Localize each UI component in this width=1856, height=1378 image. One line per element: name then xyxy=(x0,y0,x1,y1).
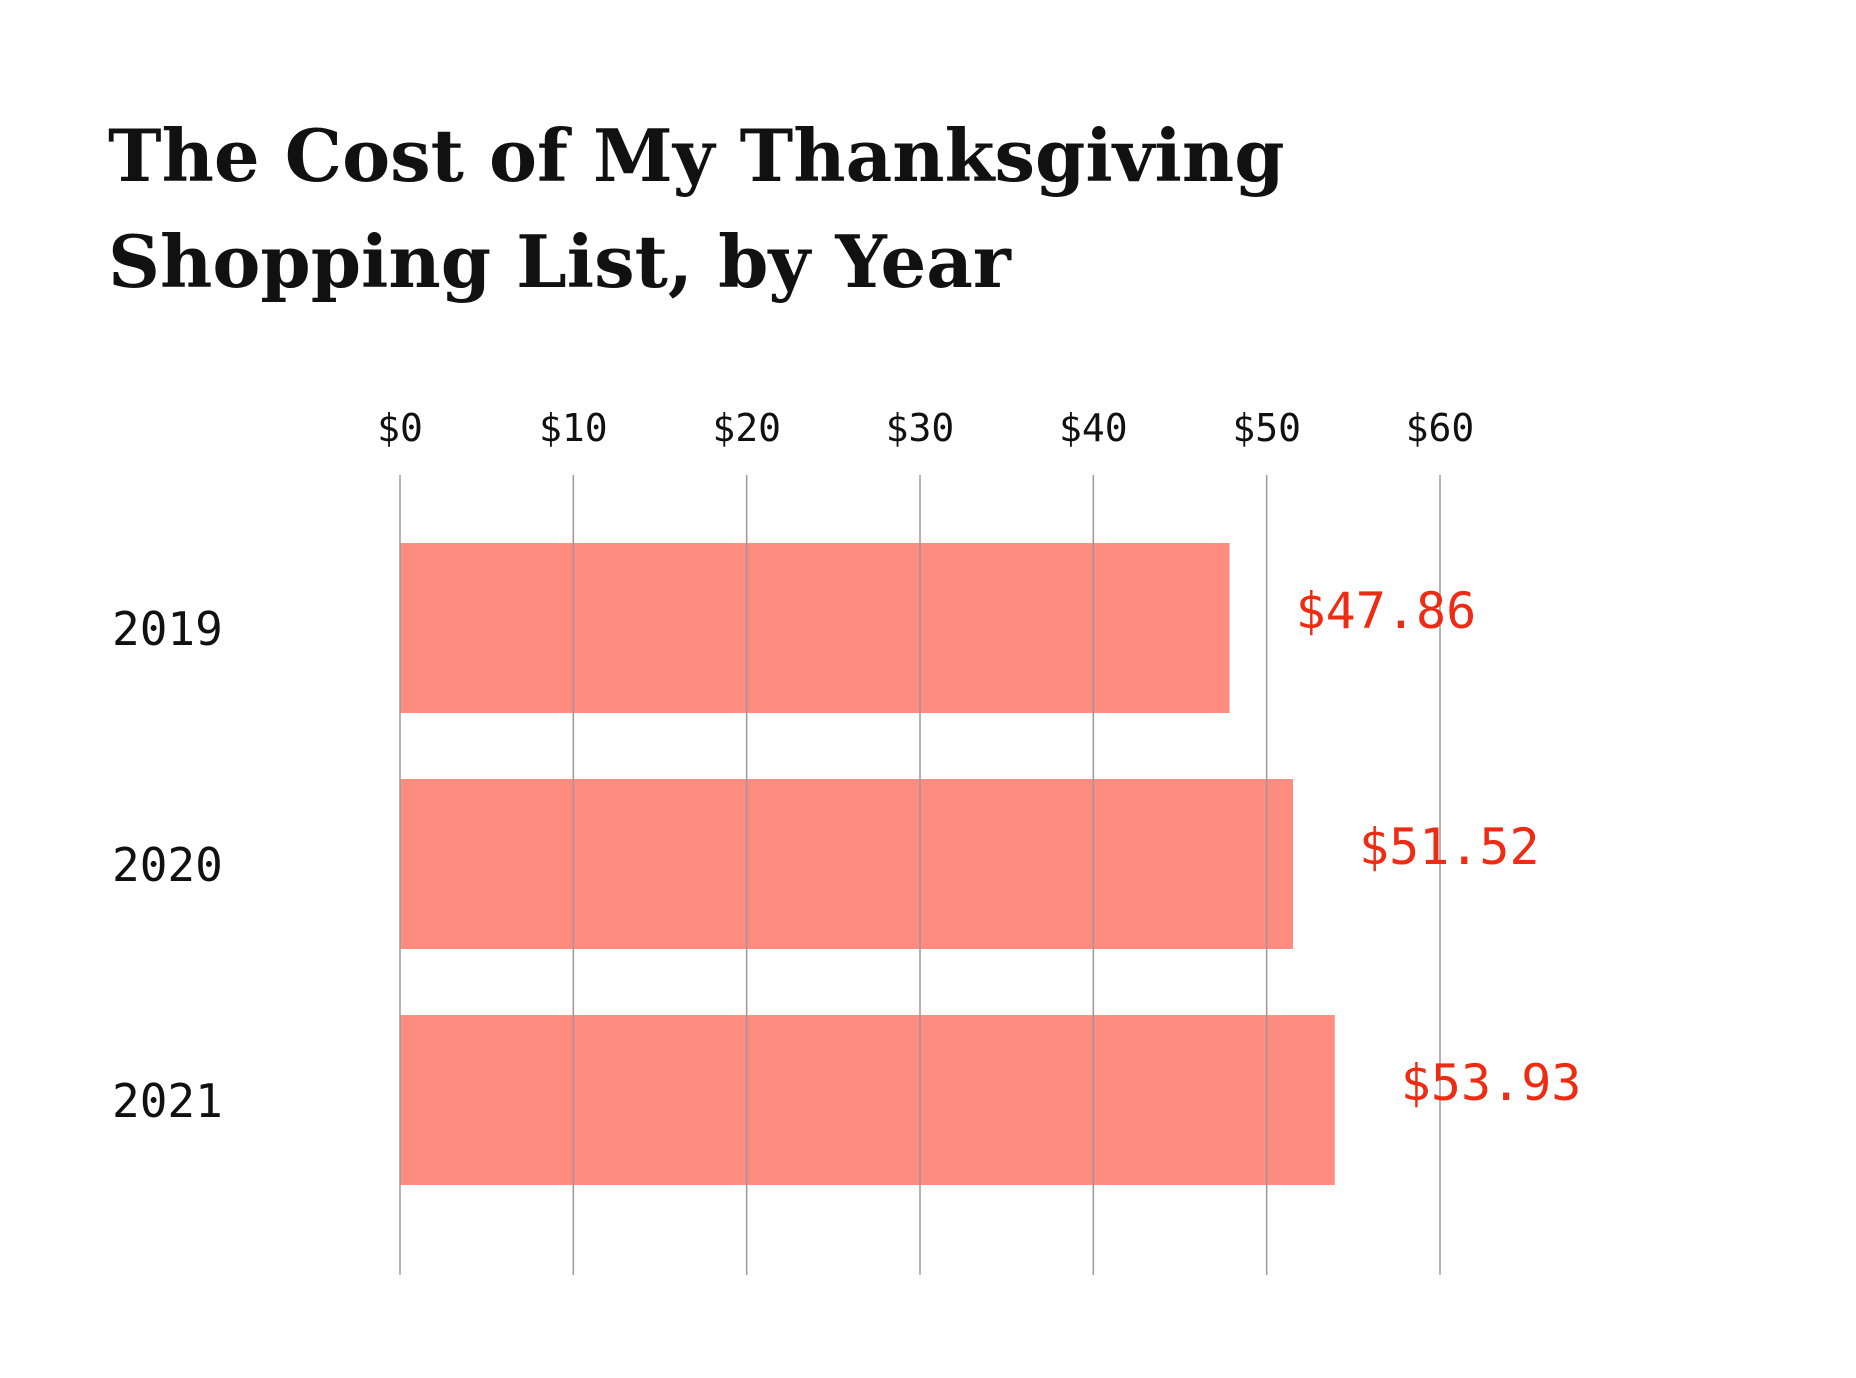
x-tick-label: $40 xyxy=(1059,406,1128,450)
bar-2021 xyxy=(400,1015,1335,1185)
value-label: $51.52 xyxy=(1359,818,1540,876)
bar-2019 xyxy=(400,543,1230,713)
bars xyxy=(400,543,1335,1185)
value-label: $53.93 xyxy=(1401,1054,1582,1112)
chart-title-line-2: Shopping List, by Year xyxy=(108,219,1011,304)
x-tick-label: $50 xyxy=(1232,406,1301,450)
x-tick-label: $20 xyxy=(712,406,781,450)
category-label: 2019 xyxy=(112,602,223,656)
x-tick-label: $10 xyxy=(539,406,608,450)
x-tick-label: $30 xyxy=(886,406,955,450)
value-label: $47.86 xyxy=(1296,582,1477,640)
x-tick-label: $60 xyxy=(1406,406,1475,450)
labels: $0 $10 $20 $30 $40 $50 $60 2019 $47.86 2020 $51.52… xyxy=(112,406,1581,1128)
gridlines xyxy=(399,475,1441,1275)
category-label: 2021 xyxy=(112,1074,223,1128)
bar-2020 xyxy=(400,779,1294,949)
x-tick-label: $0 xyxy=(377,406,423,450)
chart-title-line-1: The Cost of My Thanksgiving xyxy=(108,113,1285,198)
category-label: 2020 xyxy=(112,838,223,892)
